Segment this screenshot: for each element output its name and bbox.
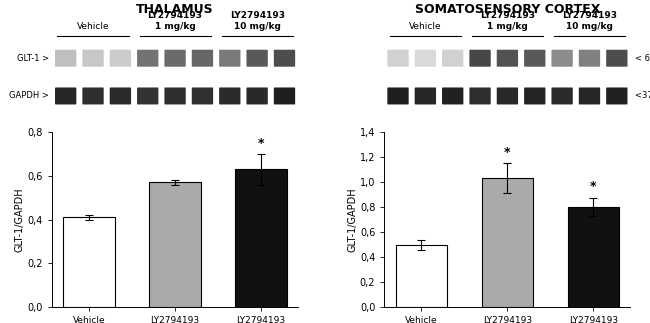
FancyBboxPatch shape <box>110 88 131 104</box>
FancyBboxPatch shape <box>83 50 104 67</box>
Text: <37 kDa: <37 kDa <box>634 91 650 100</box>
FancyBboxPatch shape <box>469 50 491 67</box>
FancyBboxPatch shape <box>110 50 131 67</box>
FancyBboxPatch shape <box>415 50 436 67</box>
Y-axis label: GLT-1/GAPDH: GLT-1/GAPDH <box>15 187 25 252</box>
FancyBboxPatch shape <box>246 50 268 67</box>
FancyBboxPatch shape <box>192 88 213 104</box>
Text: LY2794193
10 mg/kg: LY2794193 10 mg/kg <box>562 11 617 31</box>
Text: GLT-1 >: GLT-1 > <box>17 54 49 63</box>
FancyBboxPatch shape <box>83 88 104 104</box>
Text: GAPDH >: GAPDH > <box>9 91 49 100</box>
FancyBboxPatch shape <box>578 88 600 104</box>
FancyBboxPatch shape <box>274 50 295 67</box>
Text: *: * <box>590 181 597 193</box>
Bar <box>395 245 447 307</box>
FancyBboxPatch shape <box>219 50 240 67</box>
Y-axis label: GLT-1/GAPDH: GLT-1/GAPDH <box>347 187 357 252</box>
Text: LY2794193
1 mg/kg: LY2794193 1 mg/kg <box>148 11 203 31</box>
Text: Vehicle: Vehicle <box>409 22 441 31</box>
FancyBboxPatch shape <box>137 88 159 104</box>
FancyBboxPatch shape <box>164 50 186 67</box>
Bar <box>482 178 533 307</box>
FancyBboxPatch shape <box>524 50 545 67</box>
FancyBboxPatch shape <box>551 50 573 67</box>
FancyBboxPatch shape <box>387 50 409 67</box>
FancyBboxPatch shape <box>606 88 627 104</box>
FancyBboxPatch shape <box>274 88 295 104</box>
FancyBboxPatch shape <box>55 88 76 104</box>
FancyBboxPatch shape <box>192 50 213 67</box>
FancyBboxPatch shape <box>246 88 268 104</box>
FancyBboxPatch shape <box>219 88 240 104</box>
FancyBboxPatch shape <box>442 88 463 104</box>
FancyBboxPatch shape <box>55 50 76 67</box>
FancyBboxPatch shape <box>497 50 518 67</box>
FancyBboxPatch shape <box>387 88 409 104</box>
FancyBboxPatch shape <box>137 50 159 67</box>
Text: *: * <box>504 145 511 159</box>
Bar <box>63 217 115 307</box>
FancyBboxPatch shape <box>497 88 518 104</box>
FancyBboxPatch shape <box>578 50 600 67</box>
Bar <box>150 182 201 307</box>
FancyBboxPatch shape <box>164 88 186 104</box>
FancyBboxPatch shape <box>524 88 545 104</box>
Text: Vehicle: Vehicle <box>77 22 109 31</box>
FancyBboxPatch shape <box>606 50 627 67</box>
Text: LY2794193
1 mg/kg: LY2794193 1 mg/kg <box>480 11 535 31</box>
FancyBboxPatch shape <box>442 50 463 67</box>
Text: LY2794193
10 mg/kg: LY2794193 10 mg/kg <box>229 11 285 31</box>
Title: SOMATOSENSORY CORTEX: SOMATOSENSORY CORTEX <box>415 3 600 16</box>
Text: *: * <box>258 137 265 150</box>
FancyBboxPatch shape <box>551 88 573 104</box>
Bar <box>235 169 287 307</box>
Text: < 66 kDa: < 66 kDa <box>634 54 650 63</box>
FancyBboxPatch shape <box>469 88 491 104</box>
FancyBboxPatch shape <box>415 88 436 104</box>
Bar <box>567 207 619 307</box>
Title: THALAMUS: THALAMUS <box>136 3 214 16</box>
